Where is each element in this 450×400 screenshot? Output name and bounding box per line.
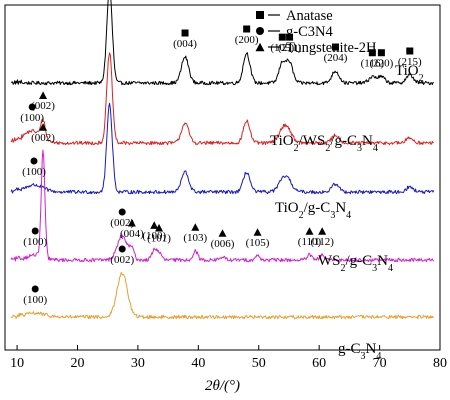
legend-label-g-c3n4: g-C3N4: [286, 24, 333, 40]
x-tick-label: 20: [71, 356, 85, 371]
annotation-triangle-marker: [191, 223, 200, 231]
annotation-square-marker: [331, 43, 339, 51]
x-tick-label: 50: [252, 356, 266, 371]
annotation-triangle-marker: [39, 91, 48, 99]
annotation-triangle-marker: [305, 227, 314, 235]
annotation-label: (204): [324, 52, 348, 64]
series-label-tio2: TiO2: [395, 63, 424, 84]
annotation-label: (004): [173, 38, 197, 50]
annotation-label: (100): [22, 166, 46, 178]
legend-triangle-marker: [255, 42, 265, 52]
legend-label-tungstenite-2h: Tungstenite-2H: [286, 40, 377, 56]
annotation-square-marker: [377, 49, 385, 57]
annotation-label: (200): [235, 34, 259, 46]
annotation-square-marker: [406, 47, 414, 55]
annotation-circle-marker: [31, 285, 39, 293]
annotation-circle-marker: [30, 157, 38, 165]
trace-tio2-g-c3n4: [10, 102, 435, 195]
annotation-label: (100): [23, 294, 47, 306]
annotation-circle-marker: [118, 208, 126, 216]
annotation-label: (112): [310, 236, 334, 248]
series-label-tio2-ws2-g-c3n4: TiO2/WS2/g-C3N4: [270, 133, 378, 154]
annotation-label: (110): [298, 236, 322, 248]
annotation-triangle-marker: [318, 227, 327, 235]
annotation-triangle-marker: [155, 223, 164, 232]
annotation-label: (100): [20, 112, 44, 124]
trace-tio2: [10, 0, 434, 86]
annotation-triangle-marker: [218, 229, 227, 237]
annotation-label: (105): [246, 237, 270, 249]
annotation-square-marker: [286, 33, 294, 41]
annotation-circle-marker: [31, 227, 39, 235]
annotation-square-marker: [181, 29, 189, 37]
x-axis-label: 2θ/(°): [205, 378, 240, 394]
trace-ws2-g-c3n4: [10, 149, 435, 263]
x-axis: 10 20 30 40 50 60 70 80: [10, 345, 447, 371]
annotation-circle-marker: [118, 245, 126, 253]
annotation-square-marker: [243, 25, 251, 33]
annotation-label: (211): [278, 42, 302, 54]
x-tick-label: 10: [10, 356, 24, 371]
x-tick-label: 60: [312, 356, 326, 371]
annotation-label: (002): [110, 254, 134, 266]
series-label-ws2-g-c3n4: WS2/g-C3N4: [318, 253, 393, 274]
annotation-label: (116): [361, 58, 385, 70]
annotation-square-marker: [278, 33, 286, 41]
annotation-triangle-marker: [39, 123, 48, 131]
x-tick-label: 40: [191, 356, 205, 371]
x-tick-label: 70: [373, 356, 387, 371]
annotation-label: (002): [31, 132, 55, 144]
annotation-label: (006): [211, 238, 235, 250]
series-label-g-c3n4: g-C3N4: [338, 341, 381, 362]
annotation-label: (004): [120, 228, 144, 240]
legend-square-marker: [256, 11, 264, 19]
legend-label-anatase: Anatase: [286, 8, 333, 24]
x-tick-label: 80: [433, 356, 447, 371]
annotation-label: (215): [398, 56, 422, 68]
xrd-traces: [10, 0, 435, 320]
trace-tio2-ws2-g-c3n4: [10, 52, 435, 146]
annotation-label: (100): [23, 236, 47, 248]
trace-g-c3n4: [10, 271, 434, 320]
annotation-label: (101): [147, 233, 171, 245]
annotation-label: (105): [270, 42, 294, 54]
plot-frame: [4, 4, 441, 351]
peak-annotations: (101)(004)(200)(105)(211)(204)(116)(220)…: [20, 25, 422, 306]
annotation-label: (100): [142, 230, 166, 242]
series-labels: TiO2 TiO2/WS2/g-C3N4 TiO2/g-C3N4 WS2/g-C3N4…: [270, 63, 424, 362]
annotation-label: (220): [369, 58, 393, 70]
annotation-triangle-marker: [150, 221, 159, 229]
annotation-label: (002): [31, 100, 55, 112]
series-label-tio2-g-c3n4: TiO2/g-C3N4: [275, 200, 351, 221]
annotation-triangle-marker: [253, 228, 262, 236]
legend-circle-marker: [256, 27, 264, 35]
annotation-triangle-marker: [127, 218, 136, 227]
annotation-label: (103): [183, 232, 207, 244]
x-tick-label: 30: [131, 356, 145, 371]
annotation-square-marker: [368, 49, 376, 57]
annotation-circle-marker: [28, 103, 36, 111]
